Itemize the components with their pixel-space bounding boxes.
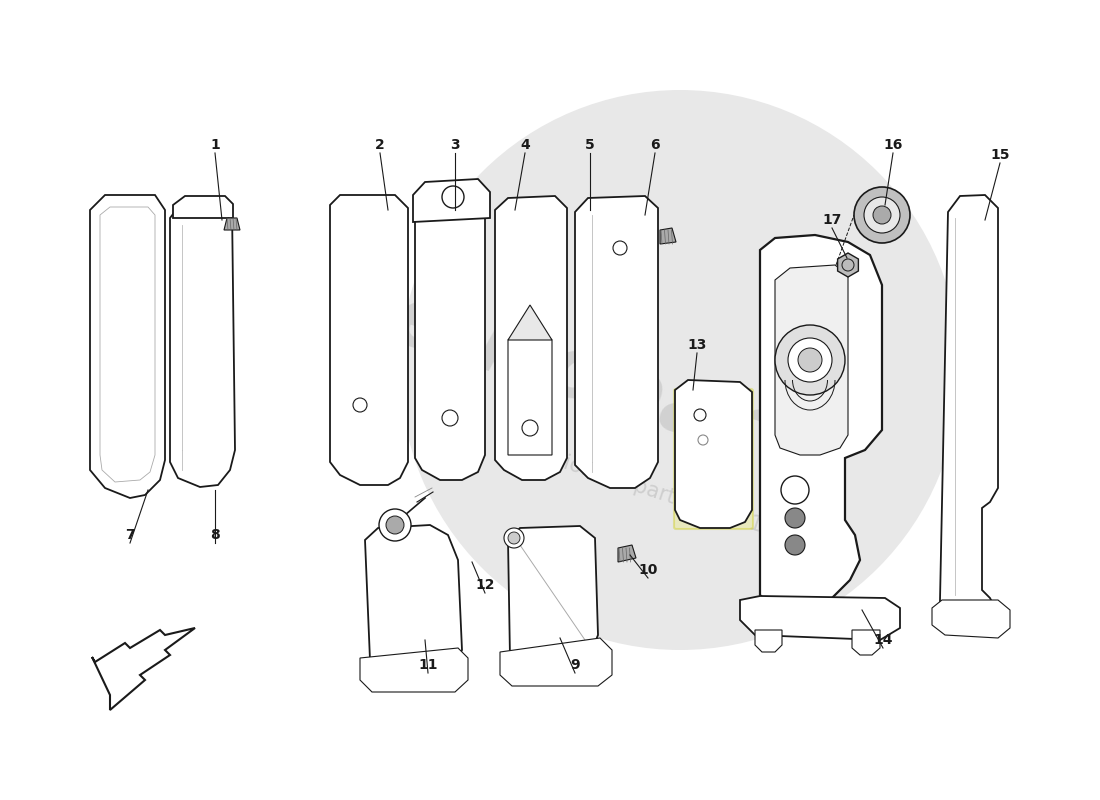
Circle shape xyxy=(504,528,524,548)
Text: 10: 10 xyxy=(638,563,658,577)
FancyBboxPatch shape xyxy=(674,389,754,529)
Polygon shape xyxy=(508,320,552,455)
Text: 9: 9 xyxy=(570,658,580,672)
Polygon shape xyxy=(760,235,882,608)
Polygon shape xyxy=(740,596,900,640)
Polygon shape xyxy=(170,200,235,487)
Circle shape xyxy=(788,338,832,382)
Polygon shape xyxy=(100,207,155,482)
Polygon shape xyxy=(173,196,233,218)
Text: 16: 16 xyxy=(883,138,903,152)
Polygon shape xyxy=(412,179,490,222)
Circle shape xyxy=(386,516,404,534)
Text: 11: 11 xyxy=(418,658,438,672)
Polygon shape xyxy=(508,526,598,672)
Text: 2: 2 xyxy=(375,138,385,152)
Text: 3: 3 xyxy=(450,138,460,152)
Text: a passion for parts since 1995: a passion for parts since 1995 xyxy=(497,432,803,548)
Text: 15: 15 xyxy=(990,148,1010,162)
Polygon shape xyxy=(776,265,848,455)
Polygon shape xyxy=(500,638,612,686)
Circle shape xyxy=(785,535,805,555)
Text: 4: 4 xyxy=(520,138,530,152)
Polygon shape xyxy=(675,380,752,528)
Polygon shape xyxy=(92,628,195,710)
Text: 17: 17 xyxy=(823,213,842,227)
Text: 1: 1 xyxy=(210,138,220,152)
Polygon shape xyxy=(660,228,676,244)
Circle shape xyxy=(854,187,910,243)
Polygon shape xyxy=(852,630,880,655)
Polygon shape xyxy=(90,195,165,498)
Circle shape xyxy=(798,348,822,372)
Circle shape xyxy=(400,90,960,650)
Polygon shape xyxy=(508,305,552,340)
Polygon shape xyxy=(940,195,998,628)
Circle shape xyxy=(864,197,900,233)
Text: 12: 12 xyxy=(475,578,495,592)
Circle shape xyxy=(776,325,845,395)
Text: 8: 8 xyxy=(210,528,220,542)
Polygon shape xyxy=(837,253,858,277)
Text: 7: 7 xyxy=(125,528,135,542)
Polygon shape xyxy=(360,648,467,692)
Text: europarts: europarts xyxy=(381,277,859,503)
Circle shape xyxy=(785,508,805,528)
Text: 13: 13 xyxy=(688,338,706,352)
Circle shape xyxy=(508,532,520,544)
Polygon shape xyxy=(365,525,462,680)
Polygon shape xyxy=(495,196,566,480)
Polygon shape xyxy=(932,600,1010,638)
Text: 5: 5 xyxy=(585,138,595,152)
Polygon shape xyxy=(755,630,782,652)
Polygon shape xyxy=(575,196,658,488)
Circle shape xyxy=(379,509,411,541)
Polygon shape xyxy=(330,195,408,485)
Polygon shape xyxy=(415,205,485,480)
Text: 14: 14 xyxy=(873,633,893,647)
Polygon shape xyxy=(618,545,636,562)
Polygon shape xyxy=(224,218,240,230)
Text: 6: 6 xyxy=(650,138,660,152)
Circle shape xyxy=(873,206,891,224)
